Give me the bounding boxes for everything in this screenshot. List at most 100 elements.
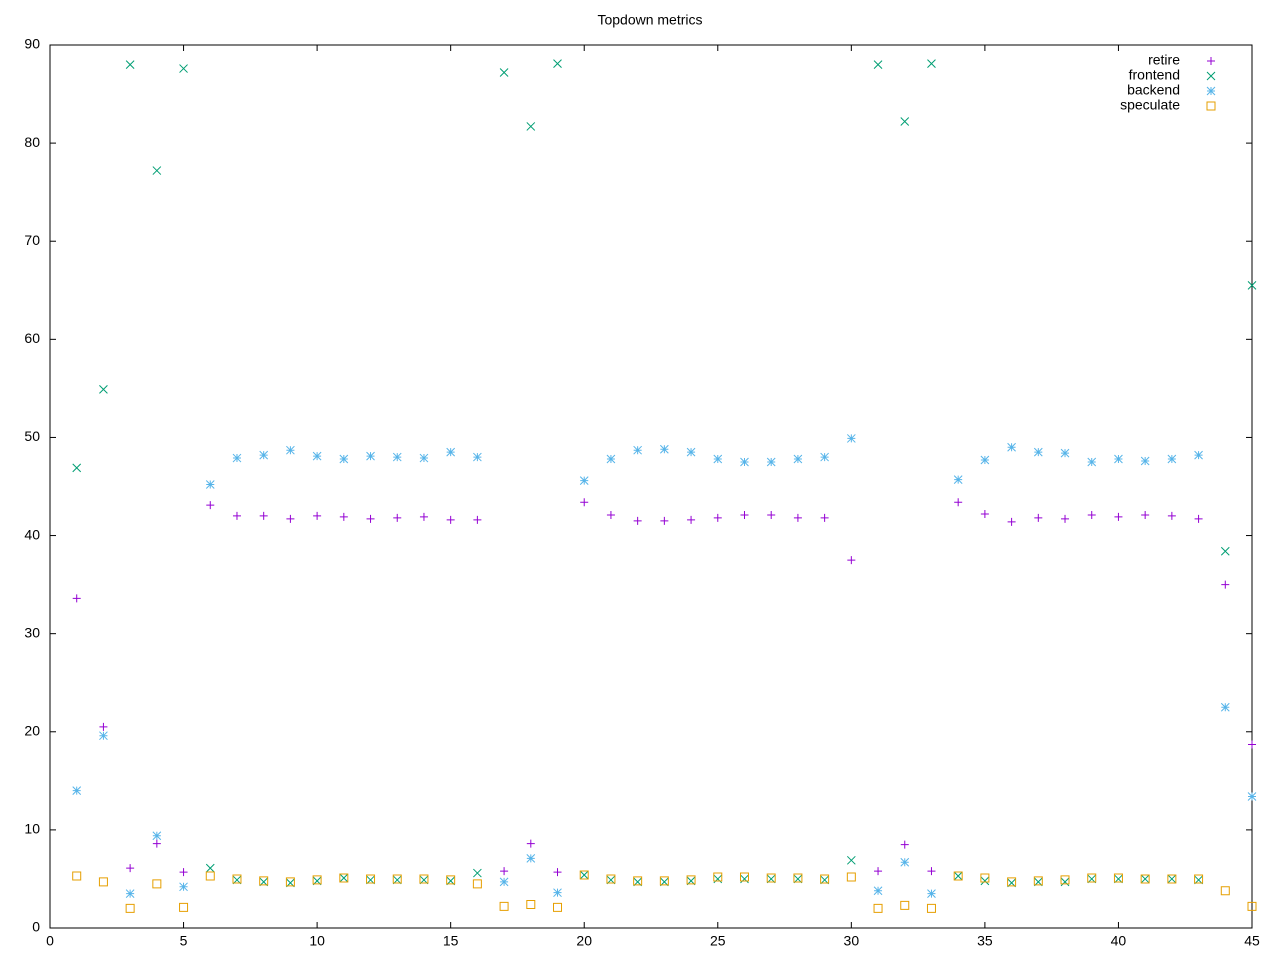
point	[366, 451, 375, 461]
point	[205, 480, 215, 489]
point	[446, 447, 456, 457]
point	[72, 594, 81, 603]
point	[980, 873, 990, 883]
point	[980, 876, 990, 886]
point	[152, 166, 162, 175]
point	[633, 445, 642, 455]
point	[286, 514, 295, 523]
point	[1141, 510, 1150, 519]
point	[660, 516, 669, 525]
point	[553, 59, 562, 68]
point	[1194, 514, 1203, 523]
point	[606, 874, 616, 884]
point	[874, 867, 883, 876]
point	[339, 873, 349, 883]
y-tick-label: 80	[24, 134, 40, 150]
point	[366, 874, 376, 884]
point	[473, 515, 482, 524]
x-tick-label: 35	[977, 933, 993, 949]
point	[179, 868, 188, 877]
x-tick-label: 40	[1111, 933, 1127, 949]
point	[339, 512, 348, 521]
point	[1034, 513, 1043, 522]
point	[553, 888, 562, 898]
point	[312, 875, 322, 885]
point	[793, 873, 803, 883]
point	[232, 511, 241, 520]
point	[419, 874, 429, 884]
point	[499, 68, 509, 77]
point	[846, 872, 856, 882]
point	[366, 514, 375, 523]
point	[633, 876, 643, 886]
point	[953, 871, 963, 881]
legend-label: frontend	[1129, 67, 1180, 83]
point	[686, 875, 696, 885]
point	[179, 64, 188, 73]
x-tick-label: 30	[844, 933, 860, 949]
point	[1140, 874, 1150, 884]
point	[152, 831, 162, 841]
point	[713, 454, 723, 464]
point	[259, 450, 269, 460]
point	[125, 60, 135, 69]
point	[473, 452, 482, 462]
legend-label: retire	[1148, 52, 1180, 68]
point	[72, 463, 82, 473]
y-tick-label: 50	[24, 428, 40, 444]
point	[820, 452, 829, 462]
point	[579, 870, 589, 880]
point	[579, 476, 589, 485]
point	[126, 864, 135, 873]
legend-marker	[1206, 101, 1216, 111]
point	[419, 453, 429, 463]
point	[1060, 448, 1070, 458]
plot-border	[49, 44, 1253, 929]
point	[900, 117, 910, 126]
point	[526, 853, 536, 863]
point	[526, 839, 535, 848]
point	[1007, 877, 1017, 887]
point	[1167, 874, 1177, 884]
point	[526, 899, 536, 909]
point	[392, 452, 402, 462]
legend-marker	[1207, 57, 1215, 65]
point	[1194, 450, 1203, 460]
point	[1033, 876, 1043, 886]
point	[927, 59, 936, 68]
legend-marker	[1206, 71, 1216, 81]
point	[1060, 875, 1070, 885]
point	[900, 900, 910, 910]
x-tick-label: 45	[1244, 933, 1260, 949]
point	[713, 513, 722, 522]
point	[1060, 877, 1070, 887]
point	[820, 874, 830, 884]
x-tick-label: 15	[443, 933, 459, 949]
point	[766, 457, 776, 467]
point	[473, 868, 482, 878]
point	[953, 475, 963, 484]
point	[419, 512, 428, 521]
point	[1007, 442, 1016, 452]
point	[1114, 512, 1123, 521]
point	[499, 877, 509, 887]
point	[1140, 874, 1150, 884]
point	[606, 454, 616, 464]
point	[847, 556, 856, 565]
point	[659, 876, 669, 886]
x-tick-label: 5	[180, 933, 188, 949]
point	[579, 870, 589, 880]
point	[1220, 886, 1230, 896]
point	[259, 876, 269, 886]
point	[1221, 580, 1230, 589]
point	[713, 874, 723, 884]
legend-marker	[1206, 86, 1216, 96]
y-tick-label: 20	[24, 722, 40, 738]
point	[953, 871, 963, 881]
point	[179, 902, 189, 912]
point	[125, 889, 135, 899]
point	[339, 454, 349, 464]
point	[206, 501, 215, 510]
